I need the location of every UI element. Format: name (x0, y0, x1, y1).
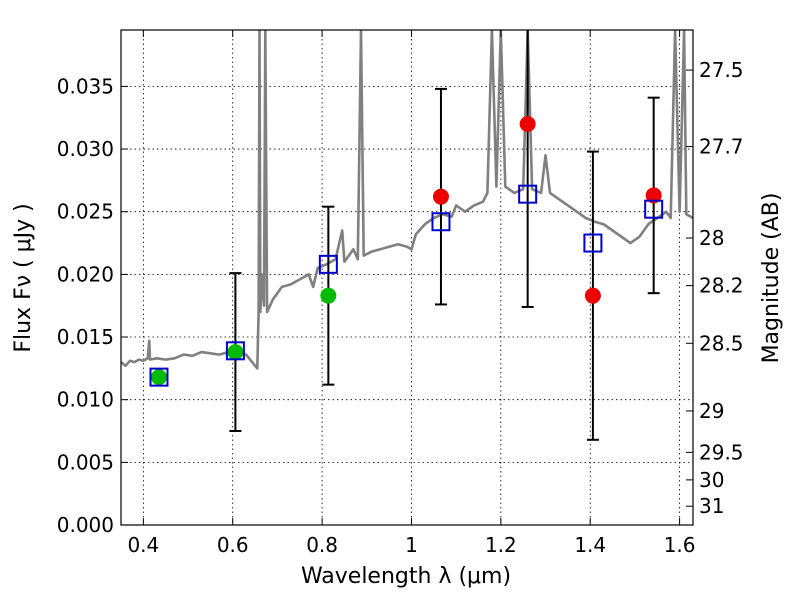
plot-series (121, 30, 693, 441)
x-tick-label: 0.8 (306, 533, 338, 557)
x-axis-label: Wavelength λ (μm) (301, 564, 511, 589)
y2-tick-label: 31 (699, 494, 724, 518)
y2-tick-label: 29.5 (699, 440, 744, 464)
x-tick-label: 1.2 (485, 533, 517, 557)
spectrum-line (121, 30, 693, 370)
y-tick-label: 0.015 (57, 325, 114, 349)
model-square (318, 254, 338, 274)
observed-point (150, 369, 167, 386)
axes-frame (120, 29, 694, 526)
y2-tick-label: 27.5 (699, 58, 744, 82)
y-tick-label: 0.020 (57, 262, 114, 286)
y2-axis-label: Magnitude (AB) (759, 193, 784, 364)
observed-point (432, 188, 449, 205)
x-tick-label: 0.4 (127, 533, 159, 557)
model-square (225, 341, 245, 361)
observed-point (584, 287, 601, 304)
model-square (431, 212, 451, 232)
y-axis-label: Flux Fν ( μJy ) (11, 203, 36, 352)
model-square (644, 199, 664, 219)
observed-point (320, 287, 337, 304)
y2-tick-label: 28.5 (699, 331, 744, 355)
model-square (583, 233, 603, 253)
observed-point (519, 115, 536, 132)
y-tick-label: 0.035 (57, 74, 114, 98)
model-square (518, 184, 538, 204)
y-tick-label: 0.025 (57, 200, 114, 224)
y-tick-label: 0.010 (57, 388, 114, 412)
y-tick-label: 0.005 (57, 450, 114, 474)
observed-point (645, 187, 662, 204)
y-tick-label: 0.030 (57, 137, 114, 161)
y2-tick-label: 28 (699, 226, 724, 250)
x-tick-label: 1.4 (574, 533, 606, 557)
y2-tick-label: 30 (699, 468, 724, 492)
grid (121, 30, 693, 526)
observed-point (227, 344, 244, 361)
axes: 0.4 0.6 0.8 1 1.2 1.4 1.6 0.000 0.005 0.010 0.015 0… (57, 29, 744, 557)
plot-area (121, 30, 693, 441)
y2-tick-label: 27.7 (699, 135, 744, 159)
y-tick-label: 0.000 (57, 513, 114, 537)
model-square (149, 367, 169, 387)
x-tick-label: 1 (405, 533, 418, 557)
y2-tick-label: 28.2 (699, 274, 744, 298)
x-tick-label: 1.6 (664, 533, 696, 557)
x-tick-label: 0.6 (217, 533, 249, 557)
y2-tick-label: 29 (699, 399, 724, 423)
